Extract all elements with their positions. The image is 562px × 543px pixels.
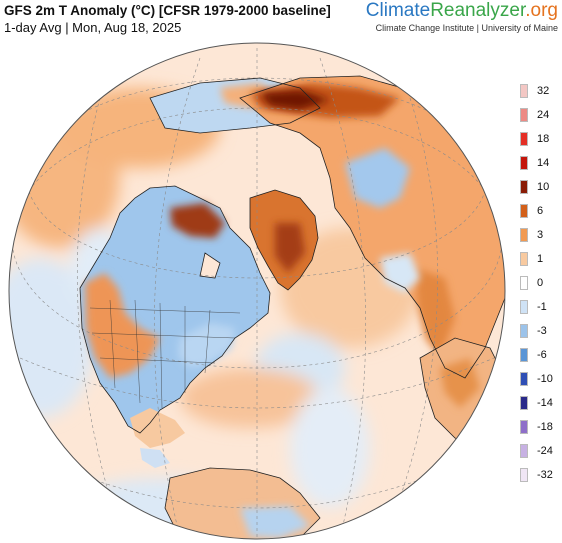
legend-swatch [520, 204, 528, 218]
brand-org: .org [525, 0, 558, 21]
legend-swatch [520, 276, 528, 290]
north-america [80, 186, 270, 468]
brand-reanalyzer: Reanalyzer [430, 0, 526, 21]
brand-climate: Climate [365, 0, 431, 21]
legend-swatch [520, 348, 528, 362]
legend-swatch [520, 372, 528, 386]
legend-label: 24 [537, 109, 550, 121]
legend-label: 0 [537, 277, 544, 289]
legend-label: -10 [537, 373, 553, 385]
anomaly-globe-map [8, 42, 506, 540]
legend-label: -32 [537, 469, 553, 481]
legend-swatch [520, 300, 528, 314]
brand-affiliation: Climate Change Institute | University of… [375, 23, 558, 33]
legend-label: 14 [537, 157, 550, 169]
legend-label: 10 [537, 181, 550, 193]
color-legend: 32 24 18 14 10 6 3 1 0 -1 -3 -6 -10 -14 -18 -24 -32 [516, 84, 562, 494]
legend-label: 32 [537, 85, 550, 97]
legend-swatch [520, 228, 528, 242]
legend-label: -14 [537, 397, 553, 409]
legend-swatch [520, 132, 528, 146]
legend-swatch [520, 252, 528, 266]
state-borders [89, 299, 241, 409]
legend-label: 1 [537, 253, 544, 265]
chart-title: GFS 2m T Anomaly (°C) [CFSR 1979-2000 ba… [4, 3, 331, 18]
legend-swatch [520, 324, 528, 338]
legend-label: 6 [537, 205, 544, 217]
brand-block: ClimateReanalyzer.org Climate Change Ins… [366, 0, 558, 33]
legend-label: -24 [537, 445, 553, 457]
chart-subtitle: 1-day Avg | Mon, Aug 18, 2025 [4, 20, 182, 35]
globe-outline [8, 42, 506, 540]
legend-label: -3 [537, 325, 547, 337]
legend-swatch [520, 396, 528, 410]
legend-label: 3 [537, 229, 544, 241]
legend-label: -1 [537, 301, 547, 313]
legend-label: 18 [537, 133, 550, 145]
legend-swatch [520, 468, 528, 482]
legend-swatch [520, 84, 528, 98]
legend-swatch [520, 156, 528, 170]
legend-label: -18 [537, 421, 553, 433]
legend-swatch [520, 420, 528, 434]
eurasia [240, 76, 505, 378]
legend-swatch [520, 444, 528, 458]
legend-swatch [520, 180, 528, 194]
legend-label: -6 [537, 349, 547, 361]
brand-logo[interactable]: ClimateReanalyzer.org [366, 0, 558, 22]
legend-swatch [520, 108, 528, 122]
